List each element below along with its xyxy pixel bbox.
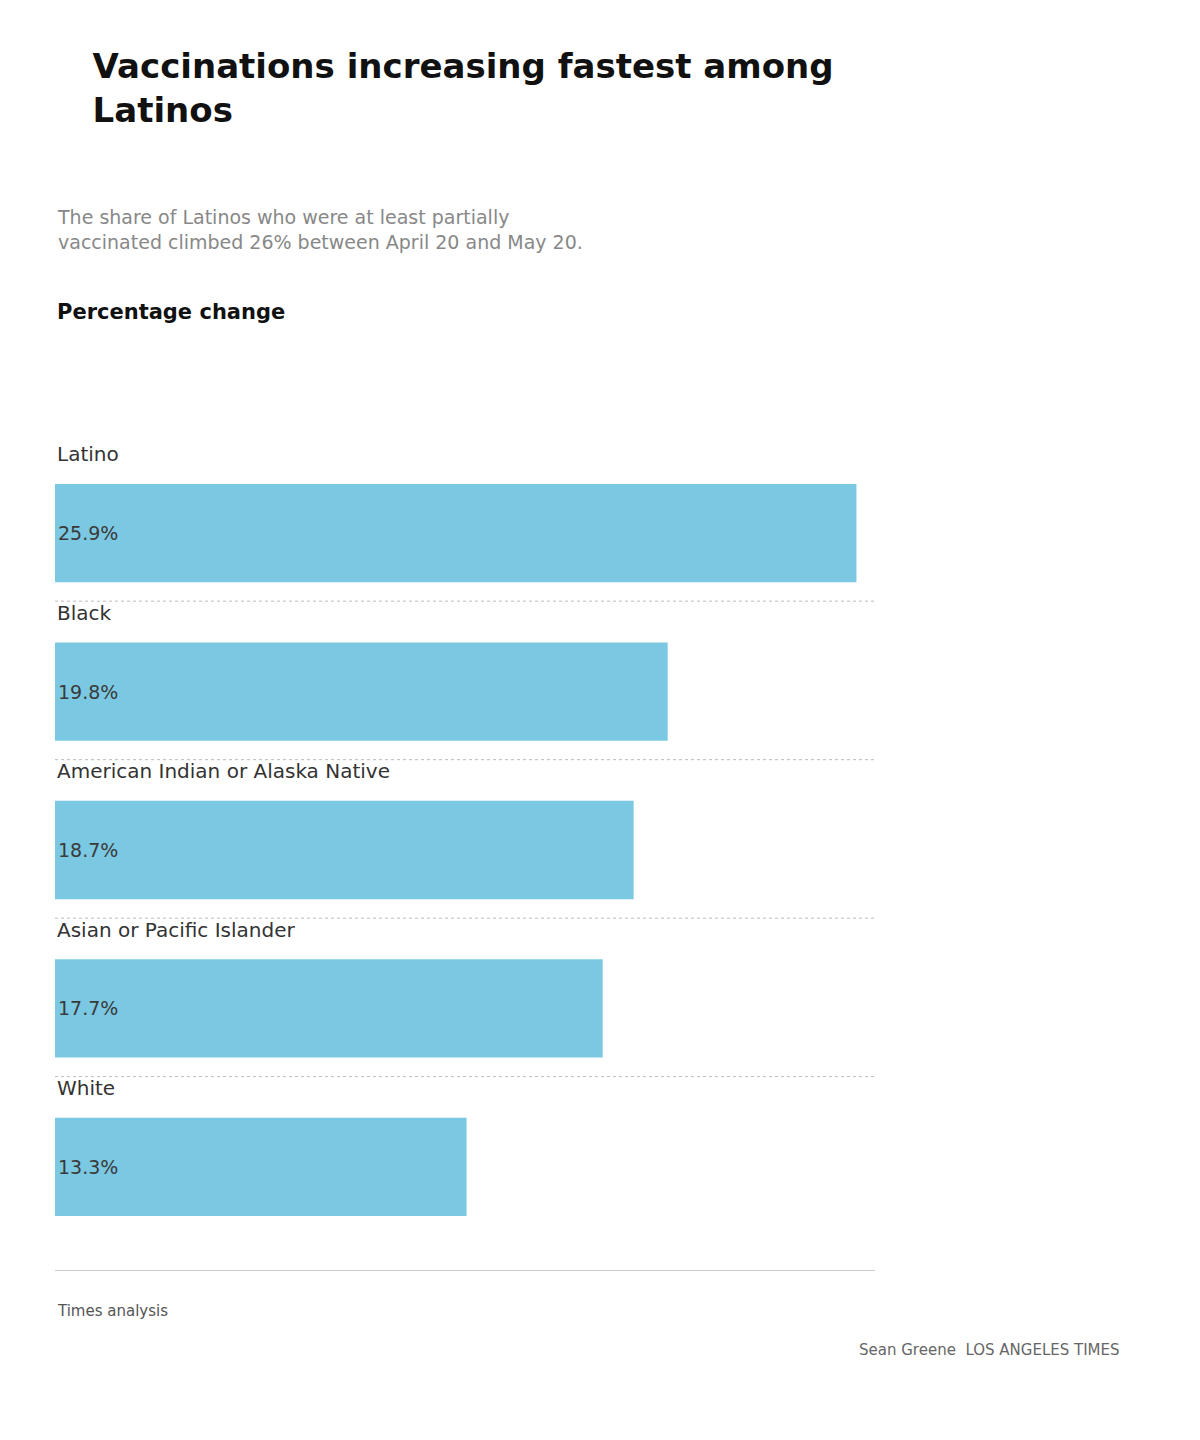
svg-text:Black: Black: [57, 601, 112, 625]
svg-text:Times analysis: Times analysis: [57, 1302, 168, 1320]
svg-text:17.7%: 17.7%: [58, 997, 118, 1019]
svg-text:19.8%: 19.8%: [58, 681, 118, 703]
svg-text:American Indian or Alaska Nati: American Indian or Alaska Native: [57, 759, 390, 783]
svg-text:Asian or Pacific Islander: Asian or Pacific Islander: [57, 918, 295, 942]
svg-text:Sean Greene LOS ANGELES TIMES: Sean Greene LOS ANGELES TIMES: [859, 1341, 1120, 1359]
svg-text:13.3%: 13.3%: [58, 1156, 118, 1178]
svg-text:Percentage change: Percentage change: [57, 300, 285, 324]
svg-text:White: White: [57, 1076, 115, 1100]
svg-text:Latino: Latino: [57, 442, 119, 466]
svg-text:25.9%: 25.9%: [58, 522, 118, 544]
svg-text:The share of Latinos who were: The share of Latinos who were at least p…: [57, 206, 583, 253]
svg-text:18.7%: 18.7%: [58, 839, 118, 861]
svg-text:Vaccinations increasing fastes: Vaccinations increasing fastest amongLat…: [93, 46, 834, 130]
